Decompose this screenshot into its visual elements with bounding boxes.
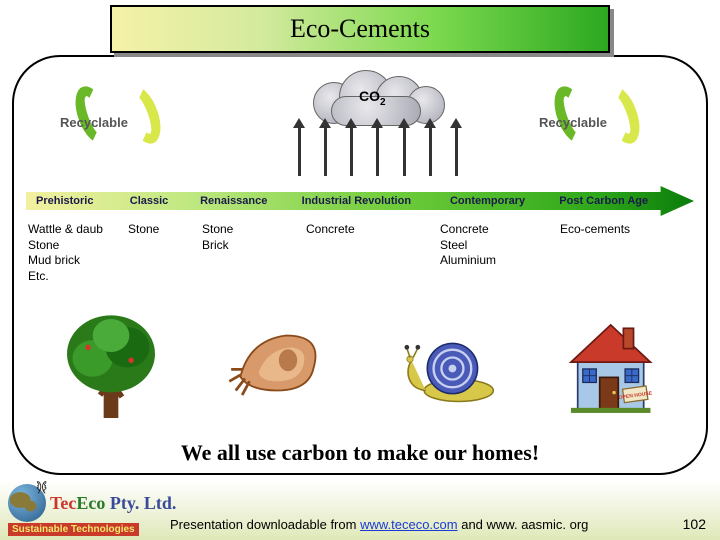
page-number: 102 [683,516,706,532]
timeline-arrow: PrehistoricClassicRenaissanceIndustrial … [26,186,694,216]
recyclable-label: Recyclable [60,115,128,130]
up-arrow-icon [429,126,432,176]
era-label: Industrial Revolution [298,195,446,207]
materials-column: StoneBrick [202,222,306,284]
co2-label: CO2 [359,88,386,108]
era-label: Classic [126,195,196,207]
diagram-area: Recyclable CO2 Recyclable PrehistoricCla… [18,60,702,465]
brand-logo: 𐦍 TecEco Pty. Ltd. [8,484,176,522]
up-arrow-icon [298,126,301,176]
bird-icon: 𐦍 [36,478,47,500]
footer-link[interactable]: www.tececo.com [360,517,458,532]
recyclable-right: Recyclable [547,85,647,175]
era-label: Renaissance [196,195,298,207]
materials-columns: Wattle & daubStoneMud brickEtc.StoneSton… [28,222,692,284]
materials-column: ConcreteSteelAluminium [440,222,560,284]
up-arrow-icon [324,126,327,176]
tagline: We all use carbon to make our homes! [0,440,720,466]
era-label: Post Carbon Age [555,195,688,207]
co2-emission-arrows [298,126,458,184]
house-icon: OPEN HOUSE [549,298,669,428]
footer-note: Presentation downloadable from www.tecec… [170,517,588,532]
up-arrow-icon [403,126,406,176]
materials-column: Eco-cements [560,222,670,284]
illustration-row: OPEN HOUSE [28,295,692,430]
materials-column: Stone [128,222,202,284]
era-label: Contemporary [446,195,555,207]
footer-note-prefix: Presentation downloadable from [170,517,360,532]
recyclable-left: Recyclable [68,85,168,175]
shell-icon [217,298,337,428]
era-label: Prehistoric [32,195,126,207]
materials-column: Concrete [306,222,440,284]
footer: 𐦍 TecEco Pty. Ltd. Sustainable Technolog… [0,480,720,540]
up-arrow-icon [350,126,353,176]
up-arrow-icon [376,126,379,176]
recyclable-label: Recyclable [539,115,607,130]
snail-icon [383,298,503,428]
sustainable-badge: Sustainable Technologies [8,523,139,536]
title-banner: Eco-Cements [110,5,610,53]
tree-icon [51,298,171,428]
brand-name: TecEco Pty. Ltd. [50,493,176,514]
slide-title: Eco-Cements [290,14,430,44]
footer-note-suffix: and www. aasmic. org [458,517,589,532]
up-arrow-icon [455,126,458,176]
materials-column: Wattle & daubStoneMud brickEtc. [28,222,128,284]
